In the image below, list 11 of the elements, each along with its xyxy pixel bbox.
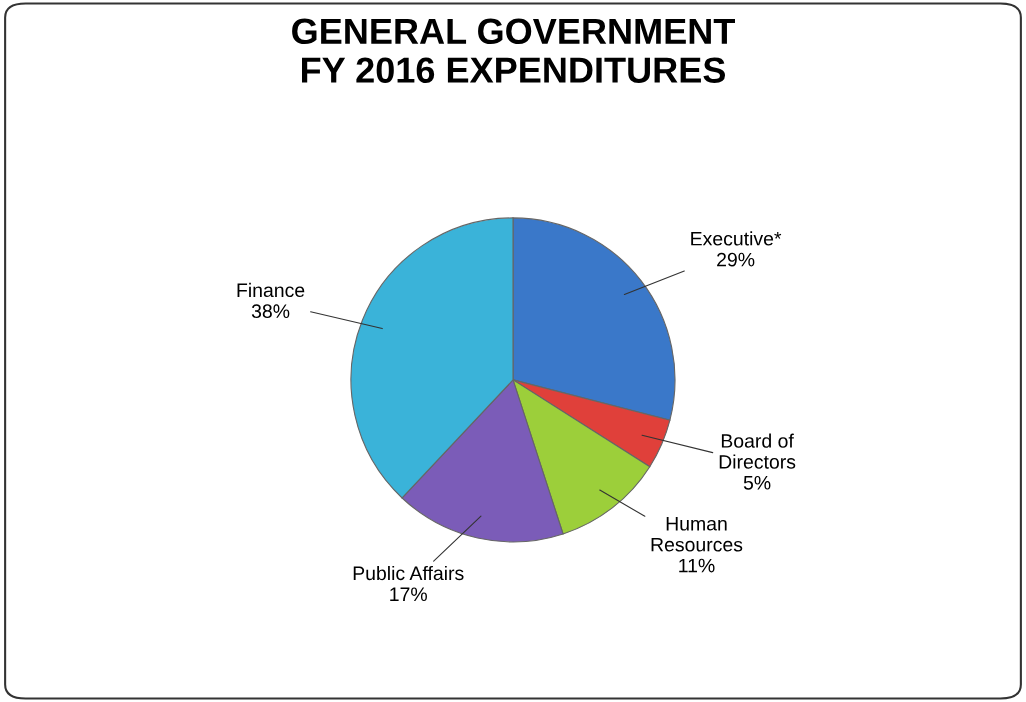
- data-label: 5%: [743, 476, 771, 490]
- slice-label: Board of Directors: [719, 433, 796, 469]
- chart-title: GENERAL GOVERNMENT FY 2016 EXPENDITURES: [292, 18, 735, 83]
- data-label: 11%: [679, 558, 715, 573]
- data-label: 29%: [717, 252, 755, 267]
- slice-label: Finance: [237, 282, 305, 298]
- slice-label: Executive*: [691, 231, 782, 246]
- data-label: 17%: [390, 587, 427, 602]
- data-label: 38%: [251, 304, 290, 319]
- slice-label: Human Resources: [651, 517, 743, 552]
- slice-label: Public Affairs: [353, 565, 464, 581]
